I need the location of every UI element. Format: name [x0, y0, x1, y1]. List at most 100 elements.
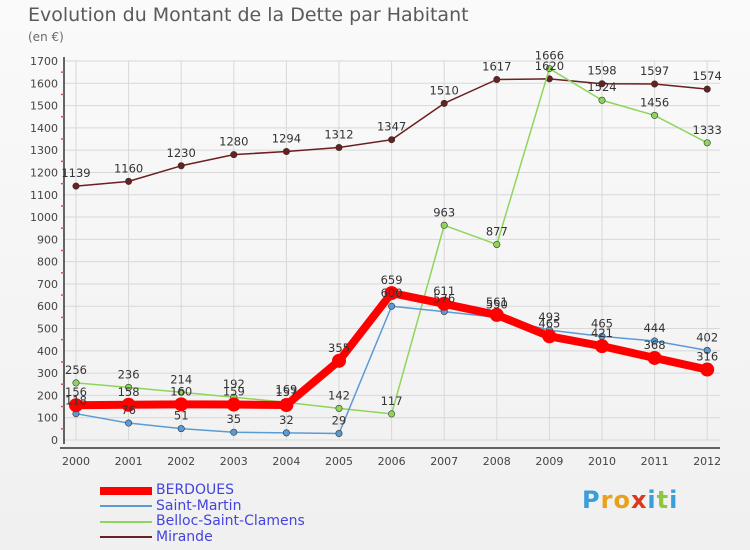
data-label: 561 [486, 295, 508, 309]
data-point [388, 136, 396, 144]
legend-swatch [100, 536, 152, 539]
data-label: 214 [170, 372, 192, 386]
data-label: 159 [223, 385, 245, 399]
chart-title: Evolution du Montant de la Dette par Hab… [28, 4, 469, 26]
data-label: 1510 [430, 83, 459, 97]
legend-item: BERDOUES [100, 483, 305, 499]
data-label: 465 [538, 316, 560, 330]
x-tick-label: 2012 [693, 455, 721, 468]
logo-letter: o [613, 486, 631, 514]
data-point [703, 85, 711, 93]
logo-letter: r [600, 486, 614, 514]
data-label: 576 [433, 292, 455, 306]
x-tick-label: 2001 [115, 455, 143, 468]
data-point [335, 430, 343, 438]
data-point [282, 429, 290, 437]
data-point [651, 111, 659, 119]
data-point [598, 80, 606, 88]
legend-label: Mirande [156, 528, 213, 545]
logo-letter: x [630, 486, 648, 514]
x-tick-label: 2003 [220, 455, 248, 468]
data-point [335, 404, 343, 412]
chart-subtitle: (en €) [28, 30, 64, 44]
data-label: 316 [696, 350, 718, 364]
data-label: 1574 [693, 69, 722, 83]
data-label: 236 [118, 367, 140, 381]
data-point [282, 148, 290, 156]
data-label: 659 [381, 273, 403, 287]
data-label: 1598 [587, 64, 616, 78]
x-tick-label: 2011 [641, 455, 669, 468]
data-label: 1620 [535, 59, 564, 73]
data-label: 493 [538, 310, 560, 324]
data-point [647, 350, 662, 365]
data-label: 1280 [219, 135, 248, 149]
data-label: 421 [591, 326, 613, 340]
x-tick-label: 2007 [430, 455, 458, 468]
data-point [542, 329, 557, 344]
data-label: 76 [121, 403, 136, 417]
data-point [595, 339, 609, 354]
data-label: 1597 [640, 64, 669, 78]
data-point [437, 296, 452, 311]
data-point [440, 99, 448, 107]
legend-label: Saint-Martin [156, 497, 242, 514]
data-point [598, 96, 606, 104]
x-tick-label: 2009 [535, 455, 563, 468]
y-tick-label: 700 [37, 278, 58, 291]
data-point [700, 362, 715, 377]
data-label: 169 [275, 382, 297, 396]
data-label: 1617 [482, 60, 511, 74]
data-point [493, 76, 501, 84]
y-tick-label: 600 [37, 300, 58, 313]
data-label: 877 [486, 224, 508, 238]
y-tick-label: 1000 [30, 211, 58, 224]
data-point [703, 139, 711, 147]
data-point [72, 379, 80, 387]
legend-label: Belloc-Saint-Clamens [156, 513, 305, 530]
data-label: 156 [65, 385, 87, 399]
x-tick-label: 2000 [62, 455, 90, 468]
data-point [226, 397, 241, 412]
y-tick-label: 500 [37, 323, 58, 336]
data-label: 1524 [587, 80, 616, 94]
data-point [279, 397, 294, 412]
x-tick-label: 2010 [588, 455, 616, 468]
data-label: 1456 [640, 95, 669, 109]
logo-letter: i [669, 486, 679, 514]
data-label: 160 [170, 384, 192, 398]
x-tick-label: 2004 [272, 455, 300, 468]
y-tick-label: 100 [37, 412, 58, 425]
data-point [388, 302, 396, 310]
legend-item: Saint-Martin [100, 497, 305, 515]
data-label: 29 [332, 414, 347, 428]
legend-label: BERDOUES [156, 482, 234, 499]
x-tick-label: 2006 [378, 455, 406, 468]
legend-swatch [100, 505, 152, 508]
data-label: 444 [644, 321, 666, 335]
y-tick-label: 200 [37, 389, 58, 402]
data-label: 256 [65, 363, 87, 377]
data-label: 32 [279, 413, 294, 427]
legend-item: Belloc-Saint-Clamens [100, 514, 305, 530]
data-label: 550 [486, 297, 508, 311]
data-label: 600 [381, 286, 403, 300]
data-point [651, 80, 659, 88]
data-label: 192 [223, 377, 245, 391]
y-tick-label: 1300 [30, 144, 58, 157]
data-label: 465 [591, 316, 613, 330]
data-point [230, 151, 238, 159]
data-point [493, 240, 501, 248]
data-label: 368 [644, 338, 666, 352]
data-point [384, 286, 399, 301]
data-point [69, 398, 83, 413]
data-point [121, 397, 136, 412]
data-label: 1666 [535, 49, 564, 63]
data-label: 402 [696, 330, 718, 344]
data-point [72, 182, 80, 190]
data-point [230, 428, 238, 436]
data-point [177, 388, 185, 396]
y-tick-label: 1100 [30, 189, 58, 202]
data-label: 142 [328, 388, 350, 402]
data-point [335, 144, 343, 152]
